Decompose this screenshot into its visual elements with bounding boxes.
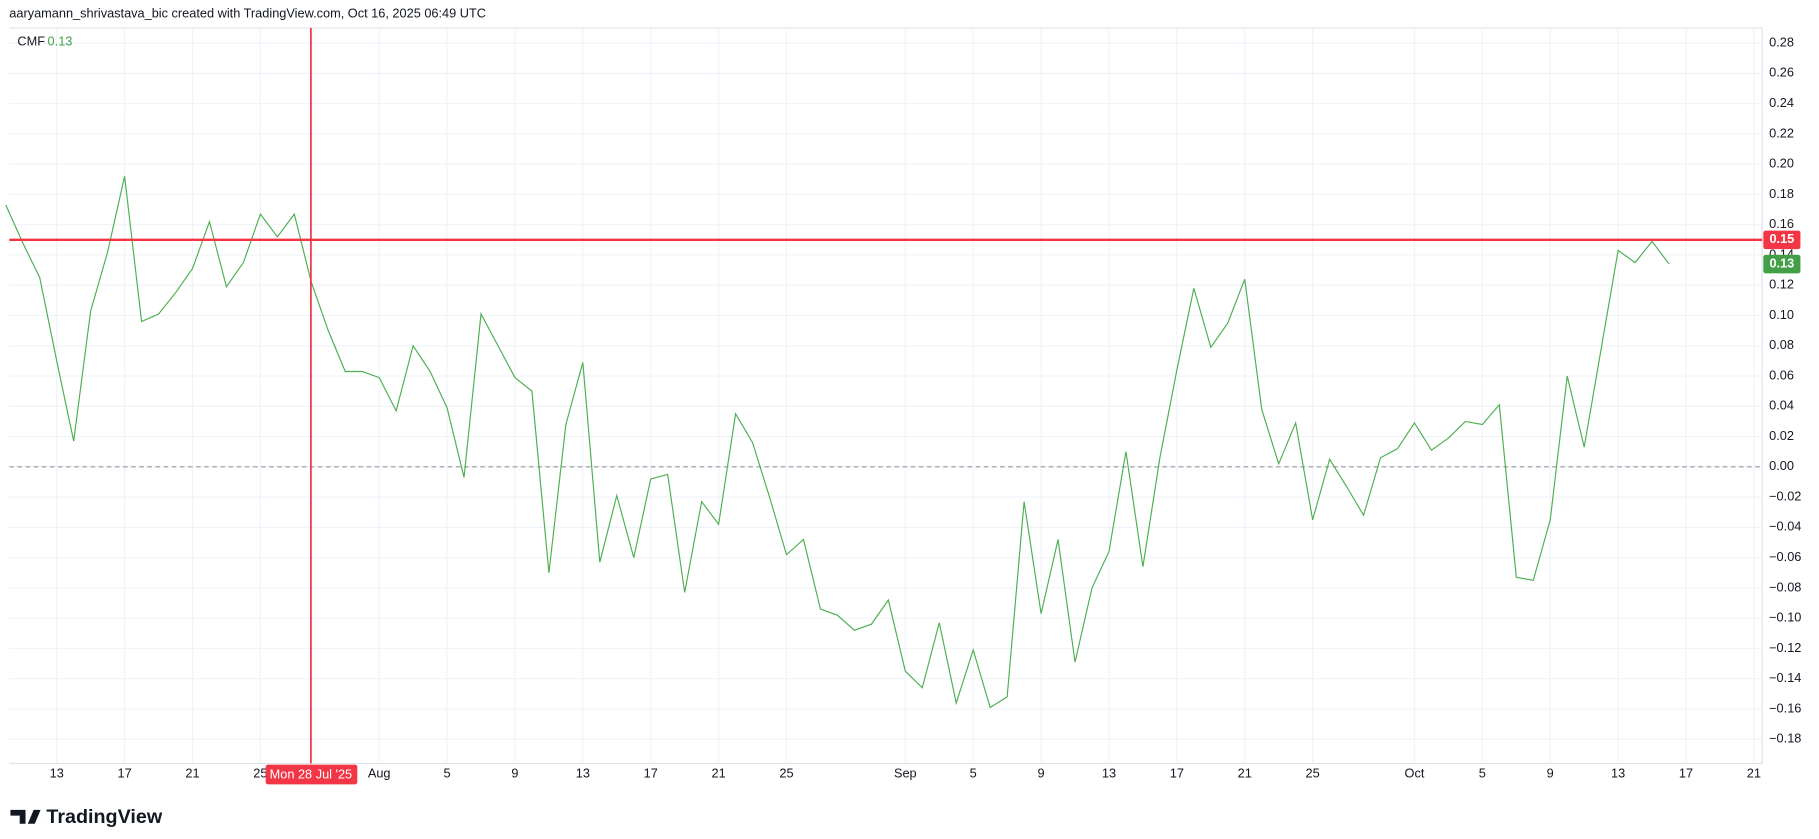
- x-tick-label: 17: [118, 765, 132, 780]
- y-tick-label: 0.00: [1769, 458, 1794, 473]
- x-tick-label: Oct: [1405, 765, 1425, 780]
- x-tick-label: 13: [50, 765, 64, 780]
- x-tick-label: 21: [712, 765, 726, 780]
- x-tick-label: 5: [444, 765, 451, 780]
- crosshair-label-box: [265, 764, 358, 785]
- y-tick-label: −0.16: [1769, 700, 1801, 715]
- x-tick-label: 25: [253, 765, 267, 780]
- y-tick-label: 0.16: [1769, 216, 1794, 231]
- x-tick-label: 13: [1611, 765, 1625, 780]
- y-tick-label: 0.12: [1769, 277, 1794, 292]
- y-tick-label: 0.26: [1769, 65, 1794, 80]
- x-tick-label: 21: [1747, 765, 1761, 780]
- y-tick-label: −0.02: [1769, 488, 1801, 503]
- logo: TradingView: [10, 806, 163, 828]
- x-tick-label: 17: [1679, 765, 1693, 780]
- x-tick-label: 17: [644, 765, 658, 780]
- x-tick-label: Sep: [894, 765, 917, 780]
- x-tick-label: 25: [1306, 765, 1320, 780]
- x-tick-label: 5: [970, 765, 977, 780]
- y-tick-label: −0.14: [1769, 670, 1801, 685]
- y-tick-label: 0.28: [1769, 34, 1794, 49]
- last-value-label: 0.13: [1769, 255, 1794, 270]
- y-tick-label: −0.08: [1769, 579, 1801, 594]
- legend-name: CMF: [17, 33, 45, 48]
- x-tick-label: 21: [185, 765, 199, 780]
- y-tick-label: 0.18: [1769, 186, 1794, 201]
- x-tick-label: 17: [1170, 765, 1184, 780]
- y-tick-label: −0.18: [1769, 731, 1801, 746]
- x-tick-label: 9: [1038, 765, 1045, 780]
- y-tick-label: 0.24: [1769, 95, 1794, 110]
- x-tick-label: 13: [576, 765, 590, 780]
- y-tick-label: −0.04: [1769, 519, 1801, 534]
- y-tick-label: 0.06: [1769, 367, 1794, 382]
- cmf-line: [5, 176, 1670, 709]
- logo-text: TradingView: [46, 806, 162, 828]
- y-tick-label: 0.08: [1769, 337, 1794, 352]
- crosshair-label: Mon 28 Jul '25: [270, 766, 353, 781]
- hline-label: 0.15: [1769, 231, 1794, 246]
- legend-value: 0.13: [48, 33, 73, 48]
- y-tick-label: 0.02: [1769, 428, 1794, 443]
- y-tick-label: −0.10: [1769, 610, 1801, 625]
- y-tick-label: −0.12: [1769, 640, 1801, 655]
- y-tick-label: 0.22: [1769, 125, 1794, 140]
- last-value-box: [1763, 254, 1801, 274]
- y-tick-label: 0.20: [1769, 156, 1794, 171]
- y-tick-label: 0.10: [1769, 307, 1794, 322]
- x-tick-label: 9: [511, 765, 518, 780]
- x-tick-label: 13: [1102, 765, 1116, 780]
- x-tick-label: 5: [1479, 765, 1486, 780]
- x-tick-label: 21: [1238, 765, 1252, 780]
- chart-title: aaryamann_shrivastava_bic created with T…: [9, 5, 486, 20]
- x-tick-label: 9: [1547, 765, 1554, 780]
- y-tick-label: 0.04: [1769, 398, 1794, 413]
- x-tick-label: 25: [779, 765, 793, 780]
- logo-icon: [10, 809, 41, 824]
- hline-label-box: [1763, 230, 1801, 250]
- grid: 0.280.260.240.220.200.180.160.140.120.10…: [9, 27, 1801, 780]
- x-tick-label: Aug: [368, 765, 391, 780]
- y-tick-label: −0.06: [1769, 549, 1801, 564]
